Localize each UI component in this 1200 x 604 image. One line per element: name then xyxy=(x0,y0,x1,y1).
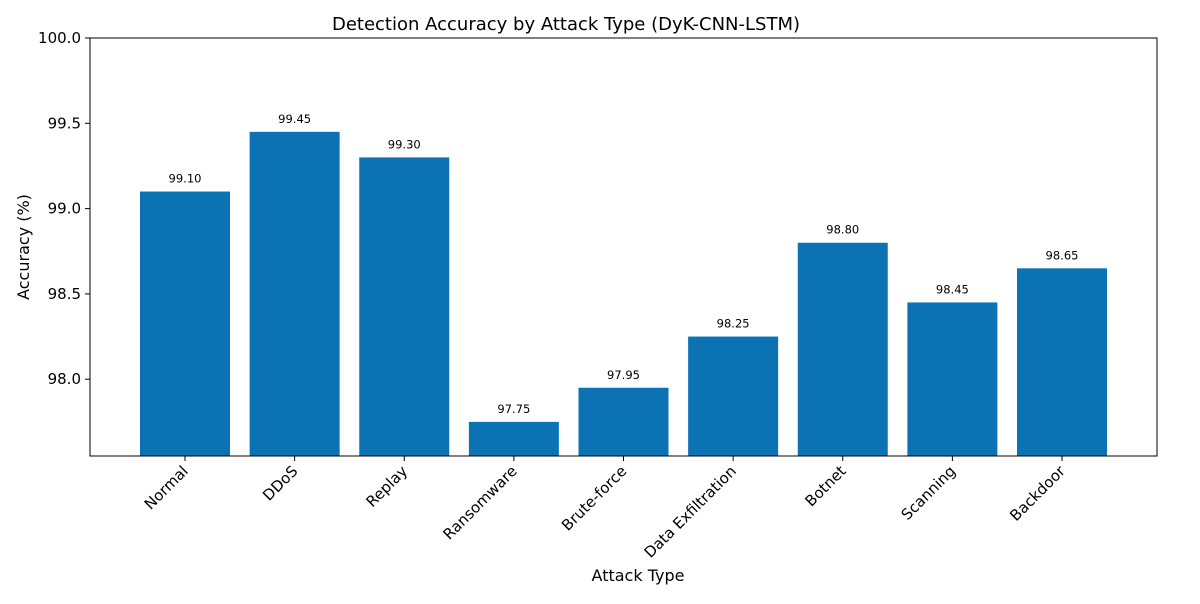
bar-value-labels: 99.10 99.45 99.30 97.75 97.95 98.25 98.80 98.45… xyxy=(169,112,1079,416)
x-tick-label: Data Exfiltration xyxy=(641,462,740,561)
bar-value-label: 97.75 xyxy=(497,402,530,416)
y-tick-label: 100.0 xyxy=(38,29,81,47)
x-axis-label: Attack Type xyxy=(592,566,685,585)
x-tick-label: DDoS xyxy=(259,462,301,504)
plot-frame xyxy=(89,37,1158,457)
y-axis: 98.0 98.5 99.0 99.5 100.0 xyxy=(38,29,90,388)
bar xyxy=(468,421,559,456)
x-tick-label: Replay xyxy=(362,462,411,511)
x-axis: Normal DDoS Replay Ransomware Brute-force Dat… xyxy=(141,456,1069,561)
bar xyxy=(907,302,998,456)
x-tick-label: Brute-force xyxy=(558,462,630,534)
chart-title: Detection Accuracy by Attack Type (DyK-C… xyxy=(332,14,800,35)
x-tick-label: Backdoor xyxy=(1006,462,1069,525)
bar-value-label: 98.45 xyxy=(936,282,969,296)
bar xyxy=(1017,268,1107,456)
x-tick-label: Botnet xyxy=(802,462,850,510)
y-tick-label: 99.5 xyxy=(48,114,81,132)
x-tick-label: Normal xyxy=(141,462,192,513)
bar-value-label: 99.30 xyxy=(388,137,421,151)
y-tick-label: 98.0 xyxy=(48,370,81,388)
bar-value-label: 98.65 xyxy=(1046,248,1079,262)
bar xyxy=(359,157,450,456)
bar-value-label: 98.25 xyxy=(717,317,750,331)
bar-value-label: 98.80 xyxy=(826,223,859,237)
bar xyxy=(797,242,888,456)
y-tick-label: 98.5 xyxy=(48,285,81,303)
bar-value-label: 99.45 xyxy=(278,112,311,126)
y-axis-label: Accuracy (%) xyxy=(14,194,33,300)
y-tick-label: 99.0 xyxy=(48,200,81,218)
bar xyxy=(140,191,230,456)
bar xyxy=(249,131,340,456)
bar xyxy=(578,387,669,456)
bar xyxy=(688,336,779,456)
bars-group xyxy=(140,131,1107,456)
bar-value-label: 97.95 xyxy=(607,368,640,382)
bar-value-label: 99.10 xyxy=(169,172,202,186)
x-tick-label: Scanning xyxy=(898,462,960,524)
x-tick-label: Ransomware xyxy=(439,462,520,543)
